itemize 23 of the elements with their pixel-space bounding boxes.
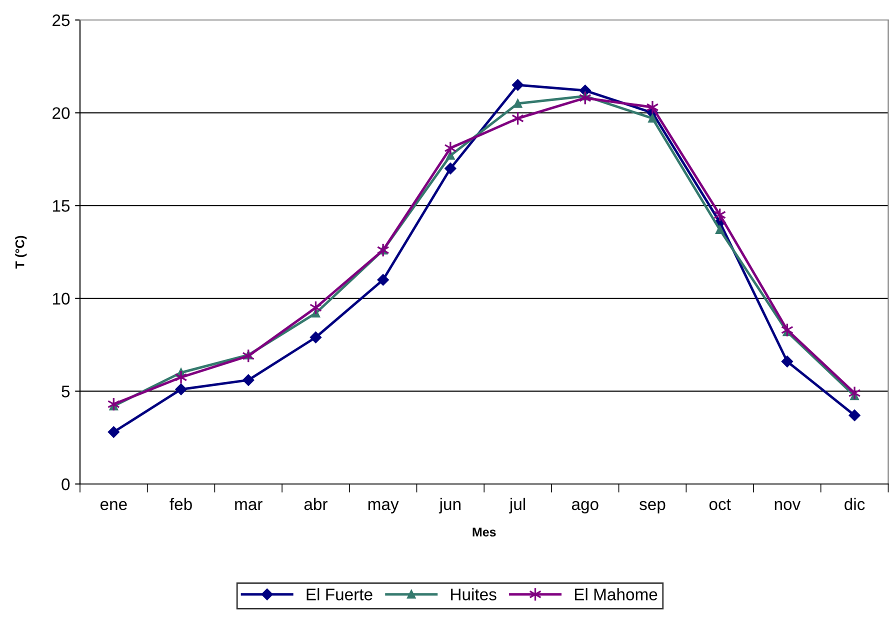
x-tick-label: dic — [844, 498, 865, 510]
x-tick-label: abr — [304, 498, 328, 510]
legend-label: El Mahome — [574, 588, 658, 600]
y-tick-label: 25 — [52, 14, 70, 26]
x-tick-label: mar — [235, 501, 262, 510]
x-tick-label: oct — [709, 499, 731, 510]
y-tick-label: 0 — [62, 478, 70, 490]
x-tick-label: ene — [100, 501, 127, 510]
y-tick-label: 15 — [53, 200, 70, 212]
y-tick-label: 20 — [52, 107, 70, 120]
legend-label: El Fuerte — [306, 588, 372, 600]
x-tick-label: nov — [774, 501, 801, 510]
y-tick-label: 10 — [53, 292, 70, 305]
y-tick-label: 5 — [62, 386, 70, 398]
x-axis-title: Mes — [472, 528, 496, 536]
x-tick-label: feb — [170, 498, 192, 510]
legend-label: Huites — [451, 588, 496, 600]
x-tick-label: may — [368, 501, 399, 514]
y-axis-title: T (°C) — [15, 236, 27, 269]
x-tick-label: jul — [509, 498, 526, 514]
x-tick-label: sep — [640, 501, 666, 514]
x-tick-label: ago — [572, 501, 598, 514]
x-tick-label: jun — [438, 498, 460, 514]
